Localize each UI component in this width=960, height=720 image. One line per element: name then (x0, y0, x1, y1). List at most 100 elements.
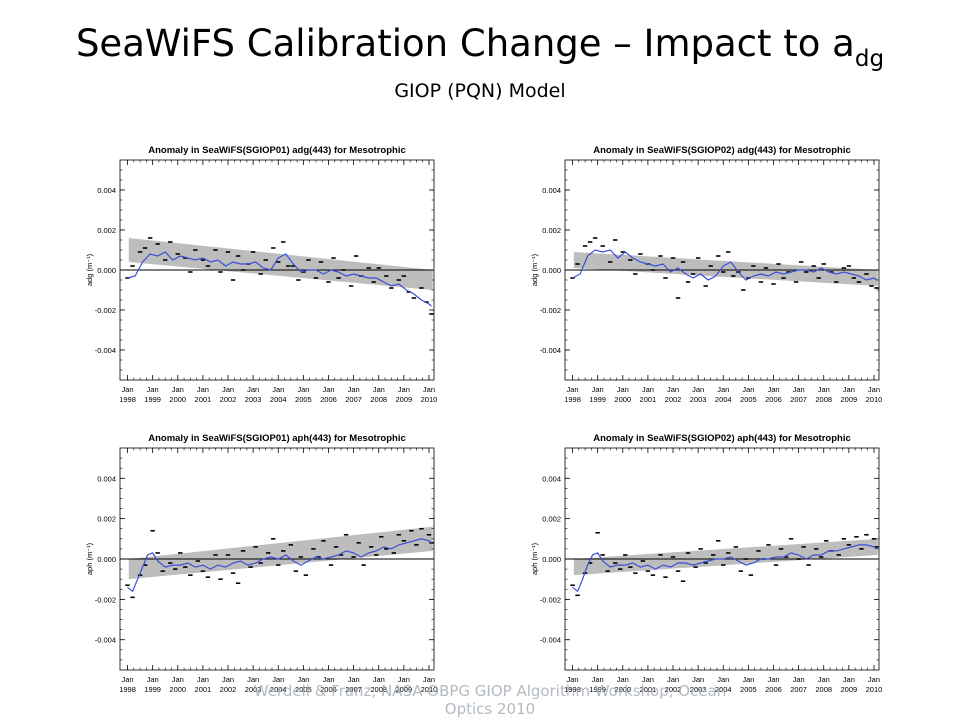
x-tick-label-month: Jan (592, 675, 604, 684)
x-tick-label-year: 2000 (169, 395, 186, 404)
x-tick-label-year: 2002 (220, 395, 237, 404)
x-tick-label-year: 2005 (295, 685, 312, 694)
x-tick-label-year: 2005 (740, 685, 757, 694)
x-tick-label-year: 2006 (320, 395, 337, 404)
x-tick-label-month: Jan (617, 385, 629, 394)
x-tick-label-month: Jan (222, 385, 234, 394)
x-tick-label-month: Jan (373, 675, 385, 684)
x-tick-label-month: Jan (322, 675, 334, 684)
chart-adg-sgiop02: Anomaly in SeaWiFS(SGIOP02) adg(443) for… (530, 145, 883, 404)
x-tick-label-year: 2007 (790, 685, 807, 694)
x-tick-label-year: 1998 (564, 395, 581, 404)
x-tick-label-month: Jan (272, 675, 284, 684)
x-tick-label-month: Jan (667, 675, 679, 684)
x-tick-label-year: 2008 (815, 395, 832, 404)
x-tick-label-month: Jan (272, 385, 284, 394)
chart-title: Anomaly in SeaWiFS(SGIOP02) aph(443) for… (593, 433, 851, 444)
x-tick-label-year: 2001 (640, 395, 657, 404)
x-tick-label-year: 2008 (370, 685, 387, 694)
x-tick-label-year: 2004 (715, 395, 732, 404)
x-tick-label-year: 2008 (370, 395, 387, 404)
x-tick-label-month: Jan (868, 385, 880, 394)
x-tick-label-month: Jan (692, 675, 704, 684)
x-tick-label-month: Jan (398, 385, 410, 394)
x-tick-label-month: Jan (297, 385, 309, 394)
slide-title-subscript: dg (854, 46, 885, 72)
y-tick-label: -0.002 (540, 595, 561, 604)
x-tick-label-year: 2001 (195, 395, 212, 404)
x-tick-label-year: 1999 (144, 395, 161, 404)
series-line (127, 538, 432, 593)
trend-band (128, 526, 433, 580)
x-tick-label-month: Jan (843, 385, 855, 394)
y-tick-label: 0.004 (542, 186, 561, 195)
y-tick-label: -0.004 (540, 346, 561, 355)
x-tick-label-month: Jan (592, 385, 604, 394)
chart-title: Anomaly in SeaWiFS(SGIOP01) aph(443) for… (148, 433, 406, 444)
slide-title-main: SeaWiFS Calibration Change – Impact to a (75, 22, 855, 65)
x-tick-label-year: 2000 (614, 395, 631, 404)
series-line (127, 251, 432, 307)
y-axis-label: adg (m⁻¹) (85, 253, 94, 286)
x-tick-label-year: 1999 (144, 685, 161, 694)
x-tick-label-year: 2010 (421, 685, 438, 694)
x-tick-label-month: Jan (818, 385, 830, 394)
x-tick-label-month: Jan (147, 385, 159, 394)
x-tick-label-year: 2010 (421, 395, 438, 404)
x-tick-label-year: 2003 (245, 685, 262, 694)
x-tick-label-month: Jan (172, 675, 184, 684)
x-tick-label-month: Jan (868, 675, 880, 684)
chart-adg-sgiop01: Anomaly in SeaWiFS(SGIOP01) adg(443) for… (85, 145, 438, 404)
x-tick-label-month: Jan (717, 675, 729, 684)
x-tick-label-month: Jan (348, 675, 360, 684)
x-tick-label-month: Jan (617, 675, 629, 684)
x-tick-label-month: Jan (247, 675, 259, 684)
x-tick-label-year: 2003 (245, 395, 262, 404)
y-tick-label: -0.002 (95, 595, 116, 604)
slide-subtitle: GIOP (PQN) Model (394, 80, 566, 102)
x-tick-label-month: Jan (767, 385, 779, 394)
x-tick-label-year: 2004 (270, 395, 287, 404)
x-tick-label-month: Jan (398, 675, 410, 684)
y-tick-label: 0.002 (542, 226, 561, 235)
x-tick-label-month: Jan (147, 675, 159, 684)
chart-aph-sgiop01: Anomaly in SeaWiFS(SGIOP01) aph(443) for… (85, 433, 438, 694)
x-tick-label-month: Jan (793, 675, 805, 684)
x-tick-label-month: Jan (348, 385, 360, 394)
x-tick-label-year: 2004 (270, 685, 287, 694)
x-tick-label-year: 2009 (396, 685, 413, 694)
y-tick-label: 0.002 (542, 515, 561, 524)
chart-title: Anomaly in SeaWiFS(SGIOP02) adg(443) for… (593, 145, 851, 156)
x-tick-label-year: 1998 (119, 395, 136, 404)
series-line (572, 249, 877, 281)
x-tick-label-year: 2005 (295, 395, 312, 404)
x-tick-label-month: Jan (197, 675, 209, 684)
x-tick-label-month: Jan (121, 385, 133, 394)
x-tick-label-month: Jan (793, 385, 805, 394)
x-tick-label-year: 2006 (320, 685, 337, 694)
x-tick-label-year: 2007 (345, 685, 362, 694)
x-tick-label-year: 2009 (841, 685, 858, 694)
x-tick-label-year: 2004 (715, 685, 732, 694)
y-axis-label: aph (m⁻¹) (85, 542, 94, 575)
x-tick-label-month: Jan (197, 385, 209, 394)
x-tick-label-year: 1999 (589, 395, 606, 404)
x-tick-label-month: Jan (423, 675, 435, 684)
y-axis-label: adg (m⁻¹) (530, 253, 539, 286)
x-tick-label-year: 2001 (195, 685, 212, 694)
y-tick-label: 0.004 (97, 474, 116, 483)
x-tick-label-month: Jan (423, 385, 435, 394)
y-tick-label: 0.000 (542, 555, 561, 564)
x-tick-label-year: 2001 (640, 685, 657, 694)
x-tick-label-year: 2002 (665, 685, 682, 694)
x-tick-label-month: Jan (843, 675, 855, 684)
chart-aph-sgiop02: Anomaly in SeaWiFS(SGIOP02) aph(443) for… (530, 433, 883, 694)
y-tick-label: 0.004 (542, 474, 561, 483)
y-tick-label: -0.004 (95, 346, 116, 355)
x-tick-label-year: 2010 (866, 685, 883, 694)
x-tick-label-year: 2005 (740, 395, 757, 404)
x-tick-label-year: 2010 (866, 395, 883, 404)
slide-title: SeaWiFS Calibration Change – Impact to a… (0, 22, 960, 72)
x-tick-label-year: 2007 (790, 395, 807, 404)
x-tick-label-year: 2009 (396, 395, 413, 404)
